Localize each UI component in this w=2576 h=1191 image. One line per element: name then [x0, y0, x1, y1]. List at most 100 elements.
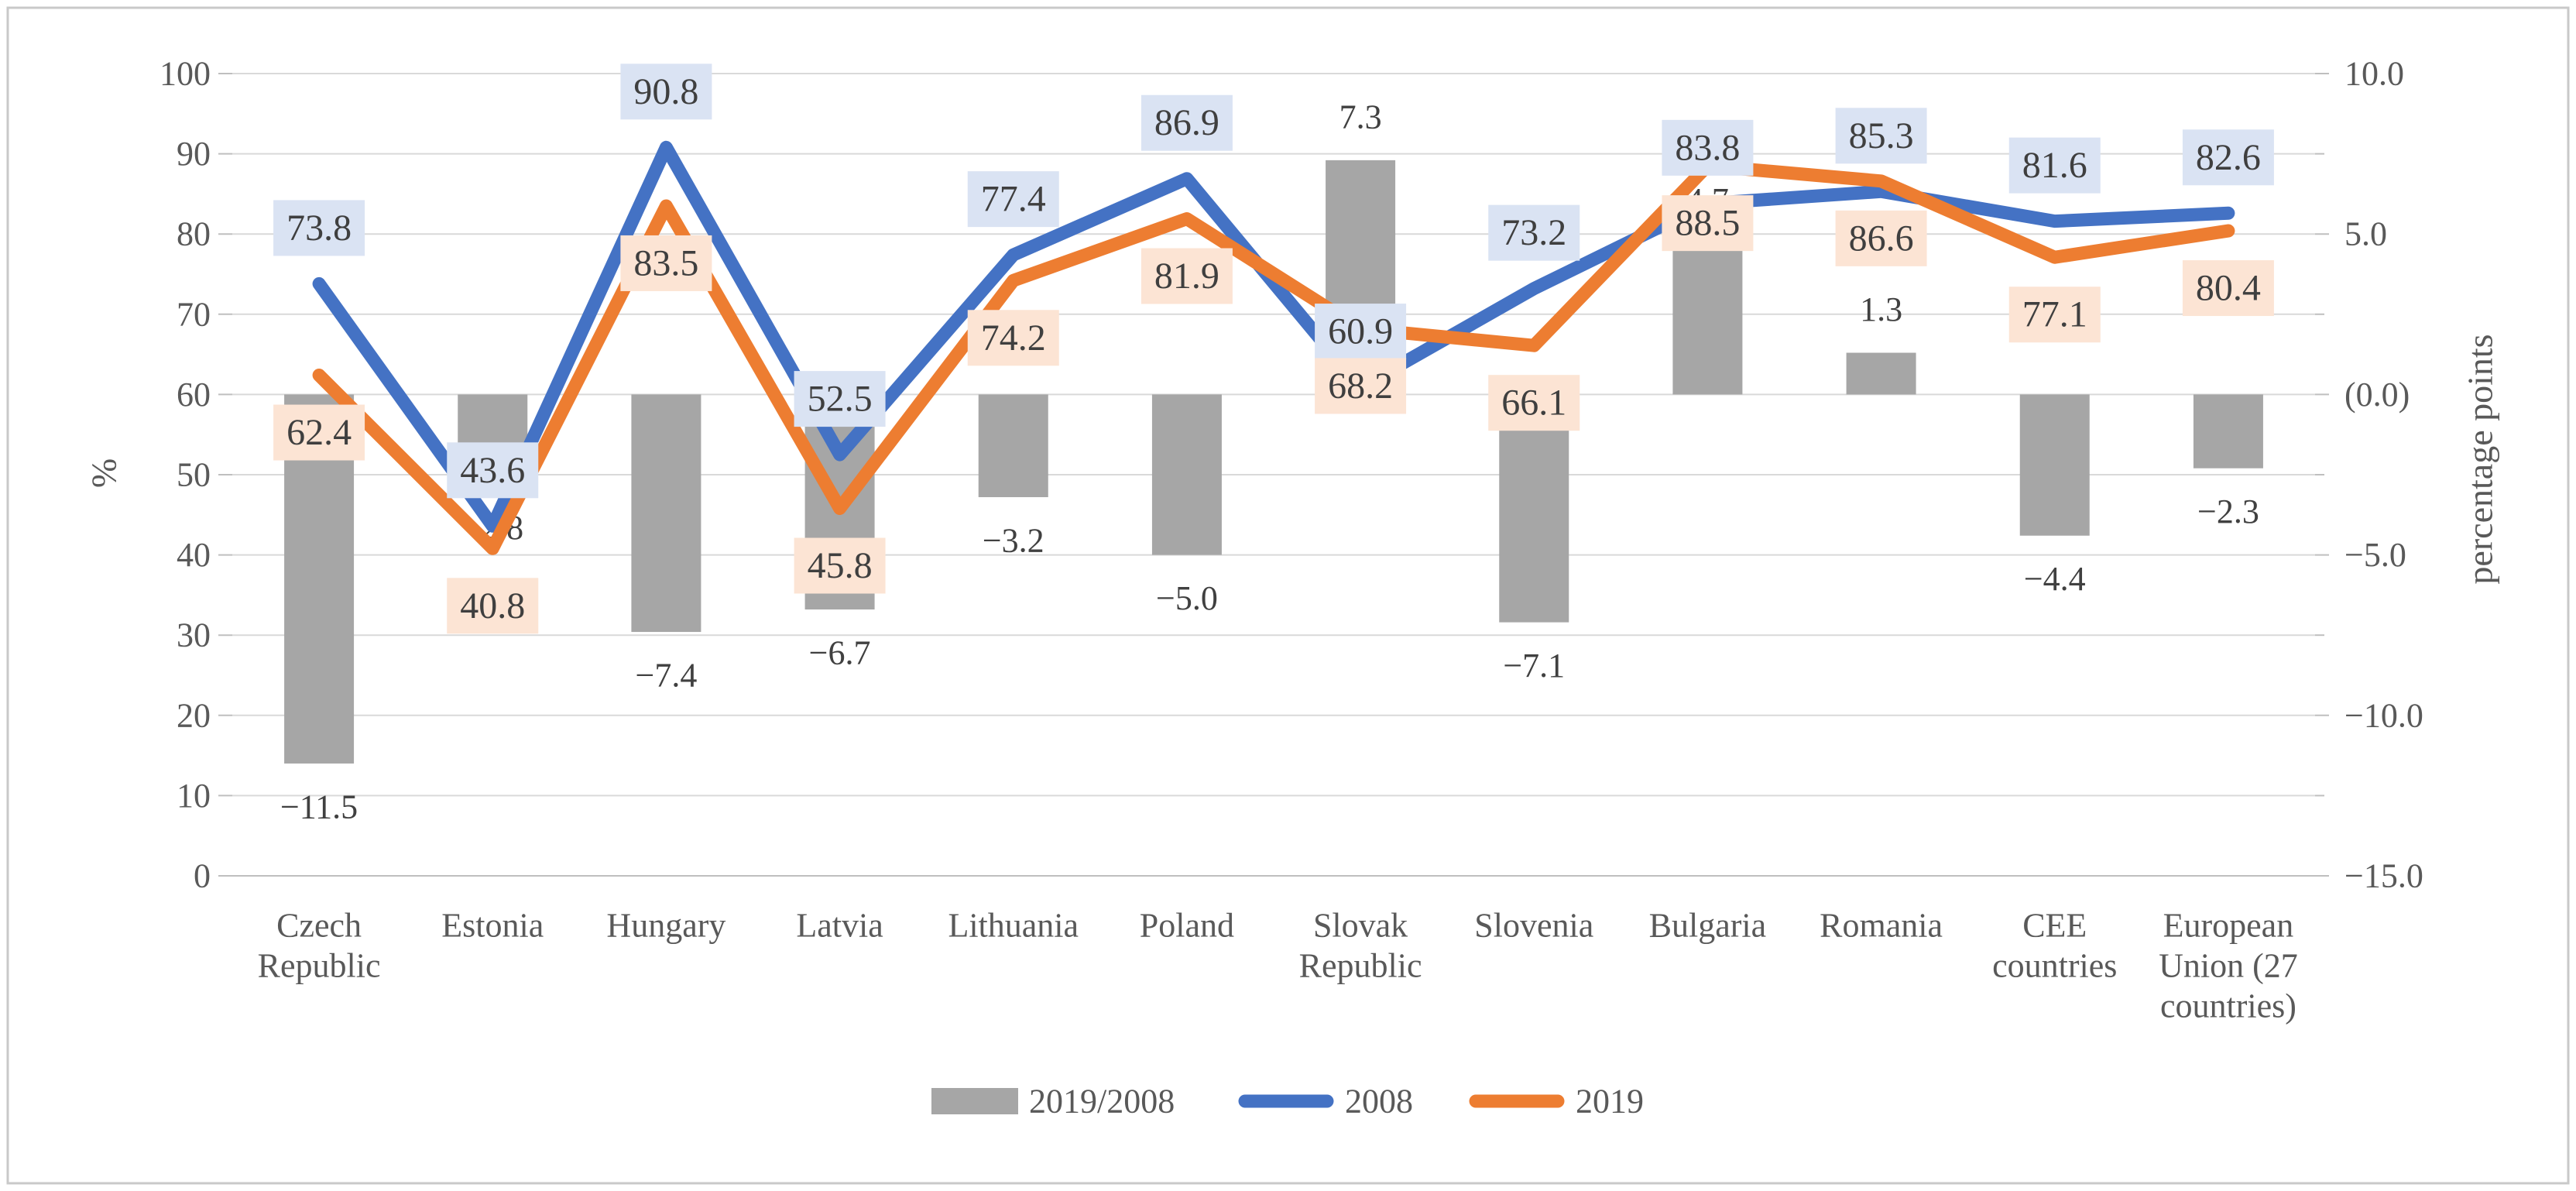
data-label-box-2008 [2182, 129, 2274, 186]
right-axis-tick-label: (0.0) [2344, 376, 2410, 414]
data-label-box-2019 [1662, 195, 1754, 252]
data-label-box-2008 [620, 63, 712, 120]
line-2019 [312, 159, 2235, 555]
data-label-box-2019 [1835, 210, 1927, 266]
category-label: European [2163, 907, 2294, 945]
left-axis-tick-label: 50 [177, 456, 211, 494]
legend-item-2008: 2008 [1238, 1083, 1413, 1121]
data-label-box-2019 [1488, 375, 1580, 431]
bar-label: −4.4 [2024, 560, 2086, 598]
bar-lithuania [978, 394, 1048, 498]
bar-label: 1.3 [1860, 290, 1902, 328]
data-label-box-2008 [1835, 108, 1927, 164]
data-label-box-2008 [794, 371, 886, 427]
category-label: Poland [1140, 907, 1234, 945]
bar-label: −11.5 [280, 788, 358, 825]
data-label-2019: 74.2 [981, 317, 1046, 359]
bar-label: 7.3 [1339, 98, 1382, 136]
bar-slovenia [1499, 394, 1569, 623]
data-label-2008: 77.4 [981, 179, 1046, 220]
left-axis-title: % [84, 458, 124, 488]
category-label: Lithuania [948, 907, 1079, 945]
data-label-box-2019 [447, 578, 539, 634]
data-label-box-2008 [273, 200, 365, 256]
category-label: CEE [2022, 907, 2087, 945]
data-label-2008: 60.9 [1328, 311, 1393, 352]
category-label: countries) [2160, 987, 2296, 1025]
data-label-box-2019 [794, 537, 886, 594]
data-label-2019: 88.5 [1675, 203, 1740, 244]
data-label-box-2019 [1315, 358, 1407, 414]
data-label-2019: 62.4 [286, 412, 352, 453]
data-label-box-2019 [2008, 287, 2101, 343]
left-axis-tick-label: 10 [177, 777, 211, 815]
legend-label: 2019 [1576, 1083, 1644, 1121]
category-label: Bulgaria [1649, 907, 1767, 945]
legend-bar-swatch [931, 1088, 1018, 1114]
bar-european-union-27-countries- [2193, 394, 2263, 469]
left-axis-tick-label: 80 [177, 215, 211, 253]
category-label: Slovenia [1474, 907, 1593, 945]
data-label-box-2008 [1141, 94, 1233, 151]
legend-label: 2008 [1345, 1083, 1413, 1121]
bar-label: −7.1 [1503, 647, 1565, 685]
category-label: Latvia [796, 907, 883, 945]
legend-label: 2019/2008 [1029, 1083, 1175, 1121]
data-label-2008: 81.6 [2022, 145, 2087, 186]
data-label-box-2008 [1315, 304, 1407, 360]
data-label-box-2019 [1141, 248, 1233, 304]
left-axis-tick-label: 70 [177, 295, 211, 333]
data-label-2019: 81.9 [1154, 256, 1219, 297]
data-label-2008: 90.8 [633, 71, 698, 112]
data-label-2008: 86.9 [1154, 102, 1219, 143]
data-label-box-2019 [273, 404, 365, 461]
left-axis-tick-label: 40 [177, 536, 211, 574]
legend-item-2019: 2019 [1469, 1083, 1644, 1121]
data-label-2019: 66.1 [1501, 383, 1566, 424]
bar-label: −3.2 [983, 522, 1044, 560]
data-label-2019: 68.2 [1328, 366, 1393, 407]
category-label: Union (27 [2159, 947, 2298, 985]
bar-bulgaria [1672, 243, 1743, 395]
data-label-2008: 73.2 [1501, 212, 1566, 253]
data-label-2019: 77.1 [2022, 294, 2087, 335]
data-label-2008: 43.6 [460, 450, 525, 491]
left-axis-tick-label: 30 [177, 616, 211, 654]
right-axis-title: percentage points [2461, 334, 2500, 584]
category-label: Slovak [1313, 907, 1408, 945]
data-label-2019: 45.8 [808, 545, 873, 586]
data-label-2019: 80.4 [2196, 268, 2261, 309]
left-axis-tick-label: 100 [159, 55, 211, 93]
category-label: Romania [1820, 907, 1943, 945]
category-label: Republic [258, 947, 381, 985]
data-label-2008: 82.6 [2196, 137, 2261, 178]
right-axis-tick-label: 10.0 [2344, 55, 2404, 93]
data-label-2019: 83.5 [633, 242, 698, 283]
data-label-2008: 83.8 [1675, 127, 1740, 168]
bar-label: −5.0 [1156, 579, 1218, 617]
data-label-2008: 52.5 [808, 379, 873, 420]
bar-cee-countries [2019, 394, 2090, 536]
data-label-box-2019 [967, 310, 1059, 366]
data-label-box-2008 [447, 442, 539, 499]
data-label-2019: 40.8 [460, 585, 525, 626]
bar-label: −6.7 [809, 634, 871, 672]
legend-item-2019-2008: 2019/2008 [931, 1083, 1175, 1121]
data-label-box-2008 [967, 171, 1059, 228]
bar-romania [1846, 352, 1916, 395]
category-label: Republic [1299, 947, 1422, 985]
category-label: countries [1992, 947, 2117, 985]
category-label: Estonia [441, 907, 544, 945]
data-label-2008: 85.3 [1849, 115, 1914, 156]
left-axis-tick-label: 60 [177, 376, 211, 414]
data-label-box-2008 [1662, 119, 1754, 176]
data-label-box-2019 [2182, 260, 2274, 317]
data-label-box-2019 [620, 235, 712, 291]
left-axis-tick-label: 20 [177, 696, 211, 734]
bar-hungary [631, 394, 701, 633]
data-label-box-2008 [2008, 137, 2101, 194]
category-label: Hungary [606, 907, 725, 945]
category-label: Czech [276, 907, 362, 945]
